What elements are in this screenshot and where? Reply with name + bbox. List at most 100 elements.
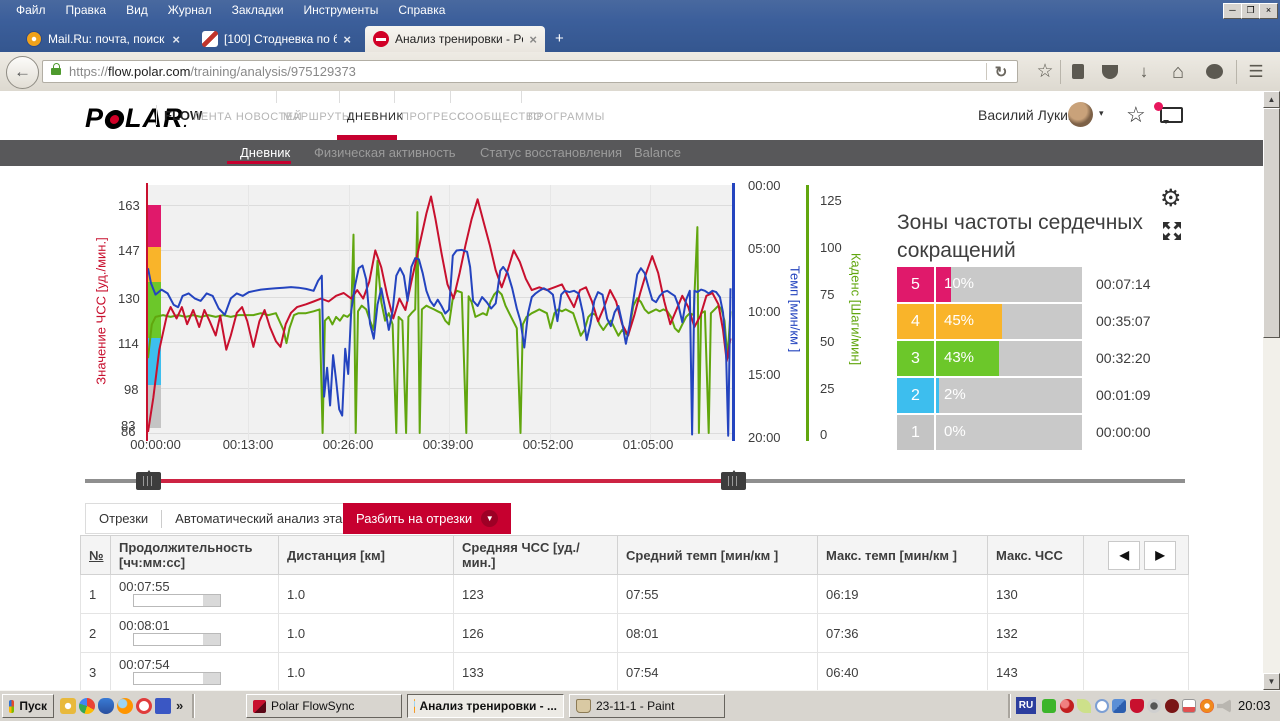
chart-settings-gear-icon[interactable]: ⚙ <box>1160 185 1182 212</box>
window-minimize-button[interactable]: ─ <box>1223 3 1242 19</box>
reading-list-icon[interactable] <box>1066 61 1090 83</box>
tab-close-icon[interactable]: × <box>172 31 180 47</box>
tray-speaker-icon[interactable] <box>1217 699 1231 713</box>
reload-icon[interactable]: ↻ <box>986 63 1015 81</box>
menu-hamburger-icon[interactable]: ☰ <box>1248 62 1264 81</box>
lap-row-1[interactable]: 1 00:07:55 1.0 123 07:55 06:19 130 <box>80 574 1189 614</box>
page-scrollbar[interactable]: ▲ ▼ <box>1263 91 1280 690</box>
subnav-balance[interactable]: Balance <box>634 145 681 160</box>
hr-zone-band-4 <box>148 247 161 282</box>
tray-bug-icon[interactable] <box>1060 699 1074 713</box>
notification-badge-dot <box>1154 102 1163 111</box>
pocket-icon[interactable] <box>1098 61 1122 83</box>
menu-bookmarks[interactable]: Закладки <box>231 3 284 17</box>
polar-logo[interactable]: P LAR. <box>85 103 189 133</box>
tab-close-icon[interactable]: × <box>529 31 537 47</box>
range-slider-handle-right[interactable] <box>721 470 746 490</box>
tray-dark-red-icon[interactable] <box>1165 699 1179 713</box>
menu-help[interactable]: Справка <box>398 3 446 17</box>
tab-laps[interactable]: Отрезки <box>99 511 149 526</box>
col-duration[interactable]: Продолжительность [чч:мм:сс] <box>110 535 279 575</box>
task-firefox-active[interactable]: Анализ тренировки - ... <box>407 694 564 718</box>
window-restore-button[interactable]: ❐ <box>1241 3 1260 19</box>
x-tick: 00:39:00 <box>422 437 474 452</box>
table-page-left-button[interactable]: ◀ <box>1108 540 1141 570</box>
scrollbar-up-icon[interactable]: ▲ <box>1263 91 1280 108</box>
scrollbar-down-icon[interactable]: ▼ <box>1263 673 1280 690</box>
pace-tick: 20:00 <box>748 430 781 445</box>
subnav-recovery-status[interactable]: Статус восстановления <box>480 145 623 160</box>
cell-max-hr: 130 <box>987 574 1084 614</box>
menu-view[interactable]: Вид <box>126 3 148 17</box>
user-name[interactable]: Василий Лукин <box>978 107 1076 123</box>
menu-file[interactable]: Файл <box>16 3 46 17</box>
menu-history[interactable]: Журнал <box>167 3 212 17</box>
polar-logo-o-dot <box>103 110 126 129</box>
task-polar-flowsync[interactable]: Polar FlowSync <box>246 694 402 718</box>
tray-network-icon[interactable] <box>1112 699 1126 713</box>
tray-antivirus-icon[interactable] <box>1042 699 1056 713</box>
new-tab-button[interactable]: + <box>555 30 564 47</box>
col-max-pace[interactable]: Макс. темп [мин/км ] <box>817 535 988 575</box>
browser-tab-polar-active[interactable]: Анализ тренировки - Polar F... × <box>365 26 545 52</box>
cell-max-pace: 06:19 <box>817 574 988 614</box>
quick-launch-save-icon[interactable] <box>155 698 171 714</box>
quick-launch-opera-icon[interactable] <box>136 698 152 714</box>
tray-target-icon[interactable] <box>1200 699 1214 713</box>
language-indicator[interactable]: RU <box>1016 697 1036 714</box>
logo-divider <box>156 105 157 125</box>
favorites-star-icon[interactable]: ☆ <box>1126 102 1146 127</box>
table-page-right-button[interactable]: ▶ <box>1144 540 1176 570</box>
url-bar[interactable]: https://flow.polar.com/training/analysis… <box>42 60 1018 83</box>
tray-bittorrent-icon[interactable] <box>1095 699 1109 713</box>
task-paint[interactable]: 23-11-1 - Paint <box>569 694 725 718</box>
menu-tools[interactable]: Инструменты <box>303 3 379 17</box>
browser-tab-mailru[interactable]: Mail.Ru: почта, поиск в инт... × <box>18 26 188 52</box>
tray-shield-x-icon[interactable] <box>1130 699 1144 713</box>
subnav-physical-activity[interactable]: Физическая активность <box>314 145 456 160</box>
col-avg-hr[interactable]: Средняя ЧСС [уд./мин.] <box>453 535 618 575</box>
quick-launch-overflow-chevron[interactable]: » <box>176 698 184 713</box>
quick-launch-shield-icon[interactable] <box>98 698 114 714</box>
lap-row-3[interactable]: 3 00:07:54 1.0 133 07:54 06:40 143 <box>80 652 1189 690</box>
bookmark-star-icon[interactable]: ☆ <box>1036 61 1054 82</box>
back-button[interactable]: ← <box>6 56 39 89</box>
col-number[interactable]: № <box>80 535 111 575</box>
start-button[interactable]: Пуск <box>2 694 54 718</box>
menu-edit[interactable]: Правка <box>65 3 107 17</box>
col-distance[interactable]: Дистанция [км] <box>278 535 454 575</box>
tab-auto-lap-analysis[interactable]: Автоматический анализ этапов <box>175 511 364 526</box>
user-caret-down-icon[interactable]: ▾ <box>1099 108 1104 118</box>
tab-close-icon[interactable]: × <box>343 31 351 47</box>
nav-routes[interactable]: МАРШРУТЫ <box>283 111 353 123</box>
quick-launch-firefox-icon[interactable] <box>117 698 133 714</box>
nav-programs[interactable]: ПРОГРАММЫ <box>528 111 605 123</box>
hello-chat-icon[interactable] <box>1202 61 1226 83</box>
window-close-button[interactable]: × <box>1259 3 1278 19</box>
split-into-laps-button[interactable]: Разбить на отрезки ▼ <box>343 503 512 534</box>
nav-progress[interactable]: ПРОГРЕСС <box>401 111 466 123</box>
pace-tick: 15:00 <box>748 367 781 382</box>
tray-webcam-icon[interactable] <box>1147 699 1161 713</box>
fullscreen-expand-icon[interactable] <box>1162 221 1182 244</box>
nav-community[interactable]: СООБЩЕСТВО <box>457 111 543 123</box>
cadence-tick: 75 <box>820 287 835 302</box>
download-icon[interactable]: ↓ <box>1139 62 1149 81</box>
browser-tab-forum[interactable]: [100] Стодневка по бегу - 5... × <box>194 26 359 52</box>
subnav-diary-active[interactable]: Дневник <box>240 145 291 160</box>
notifications-chat-icon[interactable] <box>1160 107 1183 124</box>
tray-mail-check-icon[interactable] <box>1182 699 1196 713</box>
nav-feed[interactable]: ЛЕНТА НОВОСТЕЙ <box>193 111 303 123</box>
avatar[interactable] <box>1068 102 1093 127</box>
nav-diary-active[interactable]: ДНЕВНИК <box>347 111 404 123</box>
lap-row-2[interactable]: 2 00:08:01 1.0 126 08:01 07:36 132 <box>80 613 1189 653</box>
col-max-hr[interactable]: Макс. ЧСС <box>987 535 1084 575</box>
chart-plot-area[interactable] <box>148 185 735 440</box>
range-slider-handle-left[interactable] <box>136 470 161 490</box>
home-icon[interactable]: ⌂ <box>1171 61 1185 83</box>
tray-leaf-icon[interactable] <box>1077 699 1091 713</box>
quick-launch-icon-1[interactable] <box>60 698 76 714</box>
quick-launch-chrome-icon[interactable] <box>79 698 95 714</box>
scrollbar-thumb[interactable] <box>1263 108 1280 338</box>
col-avg-pace[interactable]: Средний темп [мин/км ] <box>617 535 818 575</box>
